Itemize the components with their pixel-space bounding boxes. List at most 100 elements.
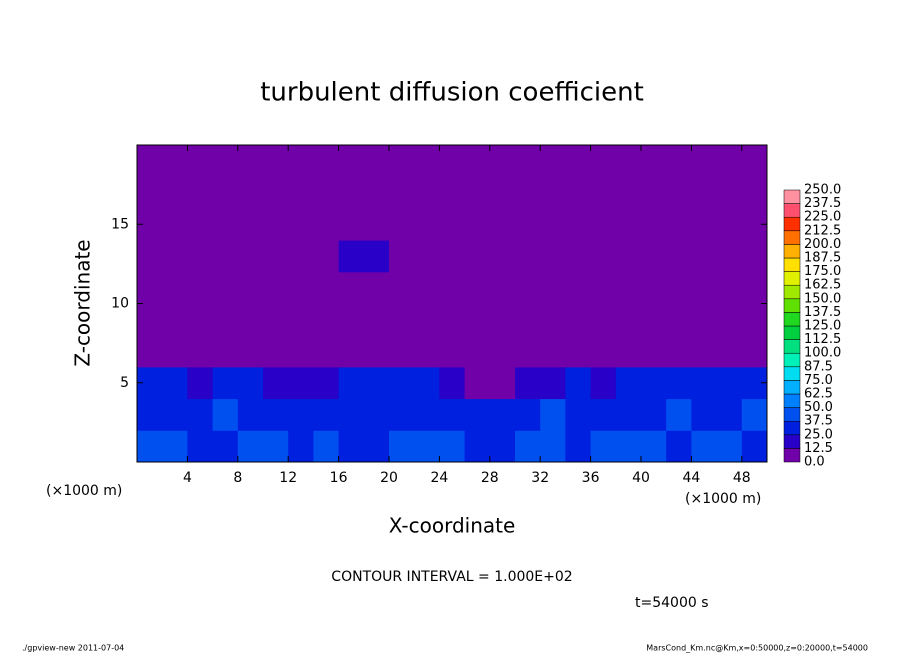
cell xyxy=(641,335,667,368)
colorbar-label: 87.5 xyxy=(804,359,833,374)
cell xyxy=(691,398,718,431)
cell xyxy=(565,208,592,241)
cell xyxy=(237,208,264,241)
cell xyxy=(716,335,743,368)
colorbar-band xyxy=(783,352,801,368)
cell xyxy=(716,240,743,273)
cell xyxy=(363,398,390,431)
cell xyxy=(641,398,667,431)
cell xyxy=(439,145,466,178)
cell xyxy=(187,303,214,336)
cell xyxy=(363,430,390,463)
cell xyxy=(615,271,642,304)
cell xyxy=(716,208,743,241)
cell xyxy=(590,271,617,304)
cell xyxy=(137,303,163,336)
colorbar-label: 162.5 xyxy=(804,278,841,293)
cell xyxy=(641,240,667,273)
cell xyxy=(338,240,365,273)
cell xyxy=(389,176,415,209)
cell xyxy=(137,240,163,273)
colorbar-label: 75.0 xyxy=(804,373,833,388)
cell xyxy=(212,145,239,178)
cell xyxy=(565,366,592,400)
x-tick-label: 28 xyxy=(481,470,499,486)
cell xyxy=(464,335,491,368)
cell xyxy=(615,240,642,273)
cell xyxy=(363,240,390,273)
colorbar-label: 0.0 xyxy=(804,455,825,470)
cell xyxy=(414,271,440,304)
cell xyxy=(565,271,592,304)
cell xyxy=(288,335,314,368)
cell xyxy=(515,366,541,400)
cell xyxy=(212,366,239,400)
cell xyxy=(666,430,692,463)
colorbar-label: 225.0 xyxy=(804,210,841,225)
cell xyxy=(137,271,163,304)
x-tick-label: 24 xyxy=(430,470,448,486)
x-tick-label: 36 xyxy=(582,470,600,486)
cell xyxy=(288,240,314,273)
cell xyxy=(263,398,289,431)
cell xyxy=(489,366,516,400)
cell xyxy=(237,176,264,209)
cell xyxy=(641,208,667,241)
cell xyxy=(590,398,617,431)
cell xyxy=(590,176,617,209)
colorbar-label: 50.0 xyxy=(804,400,833,415)
cell xyxy=(313,240,340,273)
cell xyxy=(489,303,516,336)
cell xyxy=(540,145,566,178)
cell xyxy=(338,145,365,178)
cell xyxy=(439,303,466,336)
cell xyxy=(716,430,743,463)
x-tick-label: 20 xyxy=(380,470,398,486)
cell xyxy=(338,398,365,431)
cell xyxy=(540,303,566,336)
cell xyxy=(288,430,314,463)
cell xyxy=(489,335,516,368)
cell xyxy=(464,303,491,336)
cell xyxy=(237,271,264,304)
cell xyxy=(489,145,516,178)
cell xyxy=(666,366,692,400)
cell xyxy=(237,145,264,178)
cell xyxy=(137,145,163,178)
cell xyxy=(414,208,440,241)
cell xyxy=(716,271,743,304)
cell xyxy=(162,335,188,368)
cell xyxy=(615,176,642,209)
cell xyxy=(363,335,390,368)
colorbar-label: 200.0 xyxy=(804,237,841,252)
y-axis-label: Z-coordinate xyxy=(71,239,95,366)
cell xyxy=(263,366,289,400)
cell xyxy=(515,398,541,431)
cell xyxy=(540,430,566,463)
cell xyxy=(489,430,516,463)
cell xyxy=(162,430,188,463)
colorbar-label: 125.0 xyxy=(804,319,841,334)
footer: ./gpview-new 2011-07-04 xyxy=(22,644,124,653)
cell xyxy=(263,303,289,336)
cell xyxy=(691,271,718,304)
cell xyxy=(641,145,667,178)
x-tick-label: 4 xyxy=(183,470,192,486)
annotation: t=54000 s xyxy=(635,595,709,611)
x-tick-label: 48 xyxy=(733,470,751,486)
cell xyxy=(187,398,214,431)
cell xyxy=(237,430,264,463)
cell xyxy=(212,398,239,431)
cell xyxy=(439,240,466,273)
cell xyxy=(489,240,516,273)
cell xyxy=(162,271,188,304)
colorbar-band xyxy=(783,325,801,340)
cell xyxy=(338,430,365,463)
cell xyxy=(187,208,214,241)
cell xyxy=(414,430,440,463)
x-tick-label: 16 xyxy=(330,470,348,486)
cell xyxy=(515,208,541,241)
cell xyxy=(263,240,289,273)
cell xyxy=(439,335,466,368)
cell xyxy=(237,398,264,431)
